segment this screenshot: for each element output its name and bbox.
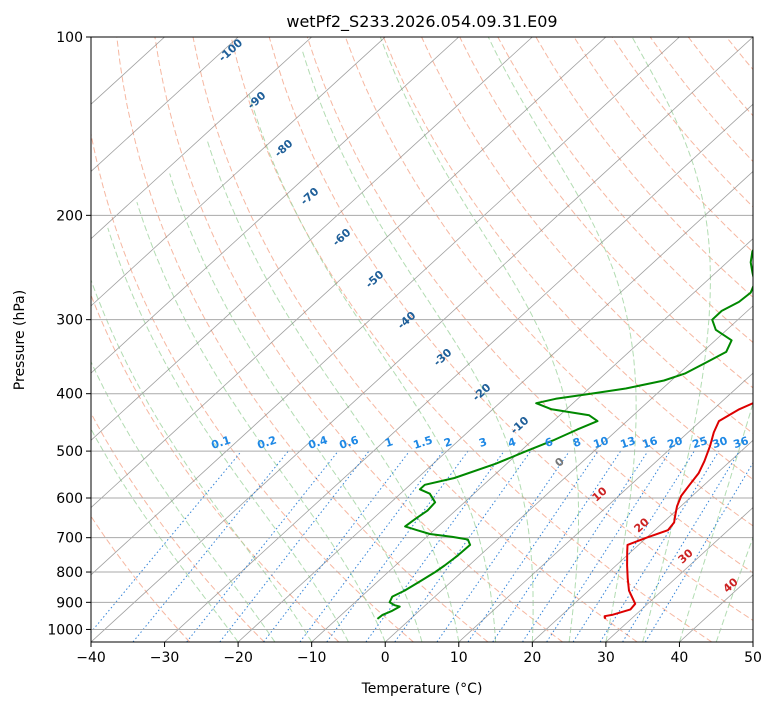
dry-adiabat-label: -60 bbox=[330, 226, 354, 249]
dry-adiabat bbox=[79, 37, 414, 642]
mixing-ratio-line bbox=[300, 451, 443, 642]
dry-adiabat-label: 30 bbox=[676, 546, 696, 566]
mixing-ratio-line bbox=[220, 451, 369, 642]
isotherm bbox=[0, 37, 385, 642]
moist-adiabat bbox=[716, 37, 775, 642]
x-tick-label: 40 bbox=[671, 650, 689, 666]
x-tick-label: −40 bbox=[76, 650, 106, 666]
y-tick-label: 400 bbox=[56, 387, 83, 403]
y-tick-label: 900 bbox=[56, 595, 83, 611]
dry-adiabat-label: -10 bbox=[508, 414, 532, 437]
dry-adiabat bbox=[765, 37, 775, 642]
dry-adiabat bbox=[650, 37, 775, 642]
dry-adiabat-label: 10 bbox=[590, 484, 610, 504]
adiabat-labels: -100-90-80-70-60-50-40-30-20-10010203040… bbox=[210, 36, 751, 595]
mixing-ratio-line bbox=[493, 451, 621, 642]
chart-title: wetPf2_S233.2026.054.09.31.E09 bbox=[286, 12, 557, 32]
dry-adiabat bbox=[726, 37, 775, 642]
isotherm bbox=[17, 37, 679, 642]
background-lines bbox=[0, 37, 775, 642]
mixing-ratio-line bbox=[83, 451, 242, 642]
isotherm bbox=[91, 37, 753, 642]
dry-adiabat-label: -70 bbox=[298, 185, 322, 208]
x-tick-label: 50 bbox=[744, 650, 762, 666]
dry-adiabat bbox=[536, 37, 775, 642]
moist-adiabat bbox=[488, 37, 636, 642]
dry-adiabat-label: -40 bbox=[395, 309, 419, 332]
x-tick-label: −20 bbox=[223, 650, 253, 666]
y-tick-label: 600 bbox=[56, 491, 83, 507]
mixing-ratio-label: 0.6 bbox=[338, 433, 361, 451]
mixing-ratio-label: 1 bbox=[383, 435, 394, 450]
x-tick-label: −10 bbox=[297, 650, 327, 666]
mixing-ratio-line bbox=[437, 451, 570, 642]
mixing-ratio-label: 13 bbox=[619, 434, 638, 451]
mixing-ratio-label: 25 bbox=[691, 434, 710, 451]
y-tick-label: 700 bbox=[56, 531, 83, 547]
dry-adiabat bbox=[0, 37, 190, 642]
mixing-ratio-line bbox=[573, 451, 694, 642]
mixing-ratio-label: 36 bbox=[732, 434, 751, 451]
dry-adiabat-label: 40 bbox=[721, 575, 741, 595]
pressure-gridlines bbox=[91, 37, 753, 629]
dry-adiabat bbox=[41, 37, 339, 642]
x-tick-label: 30 bbox=[597, 650, 615, 666]
mixing-ratio-label: 8 bbox=[571, 435, 582, 450]
y-axis-label: Pressure (hPa) bbox=[12, 290, 28, 390]
x-tick-label: −30 bbox=[150, 650, 180, 666]
dry-adiabat-label: -80 bbox=[272, 137, 296, 160]
dry-adiabat-label: -50 bbox=[363, 268, 387, 291]
mixing-ratio-label: 2 bbox=[442, 435, 453, 450]
mixing-ratio-line bbox=[645, 451, 760, 642]
mixing-ratio-label: 1.5 bbox=[412, 433, 435, 451]
isotherm bbox=[0, 37, 312, 642]
mixing-ratio-label: 16 bbox=[641, 434, 660, 451]
isotherm bbox=[0, 37, 459, 642]
x-tick-label: 10 bbox=[450, 650, 468, 666]
y-tick-label: 500 bbox=[56, 444, 83, 460]
mixing-ratio-label: 6 bbox=[543, 435, 555, 450]
moist-adiabat bbox=[380, 37, 578, 642]
x-tick-label: 20 bbox=[523, 650, 541, 666]
isotherm bbox=[753, 37, 775, 642]
dry-adiabat bbox=[269, 37, 775, 642]
moist-adiabat bbox=[57, 273, 275, 642]
dry-adiabat bbox=[345, 37, 775, 642]
mixing-ratio-label: 20 bbox=[666, 434, 685, 451]
y-tick-label: 1000 bbox=[47, 622, 83, 638]
y-tick-label: 200 bbox=[56, 208, 83, 224]
dry-adiabat bbox=[574, 37, 775, 642]
moist-adiabat bbox=[632, 37, 710, 642]
x-axis-label: Temperature (°C) bbox=[361, 681, 483, 697]
dry-adiabat-label: -20 bbox=[470, 381, 494, 404]
dry-adiabat bbox=[612, 37, 775, 642]
y-tick-label: 800 bbox=[56, 565, 83, 581]
dry-adiabat-label: -90 bbox=[245, 89, 269, 112]
dry-adiabat bbox=[2, 37, 264, 642]
isotherm bbox=[0, 37, 238, 642]
y-tick-label: 100 bbox=[56, 30, 83, 46]
isotherm bbox=[0, 37, 532, 642]
mixing-ratio-label: 3 bbox=[477, 435, 488, 450]
mixing-ratio-label: 4 bbox=[506, 435, 518, 450]
mixing-ratio-line bbox=[547, 451, 670, 642]
mixing-ratio-label: 0.2 bbox=[256, 433, 279, 451]
moist-adiabat bbox=[249, 94, 496, 642]
dry-adiabat bbox=[498, 37, 775, 642]
x-tick-label: 0 bbox=[381, 650, 390, 666]
dry-adiabat-label: -100 bbox=[216, 36, 245, 64]
moist-adiabat bbox=[81, 251, 311, 642]
y-tick-label: 300 bbox=[56, 313, 83, 329]
mixing-ratio-label: 10 bbox=[592, 434, 611, 451]
dry-adiabat bbox=[231, 37, 712, 642]
dry-adiabat-label: 20 bbox=[632, 515, 652, 535]
mixing-ratio-line bbox=[187, 451, 339, 642]
mixing-ratio-label: 0.4 bbox=[307, 433, 330, 451]
mixing-ratio-line bbox=[133, 451, 288, 642]
mixing-ratio-line bbox=[623, 451, 740, 642]
